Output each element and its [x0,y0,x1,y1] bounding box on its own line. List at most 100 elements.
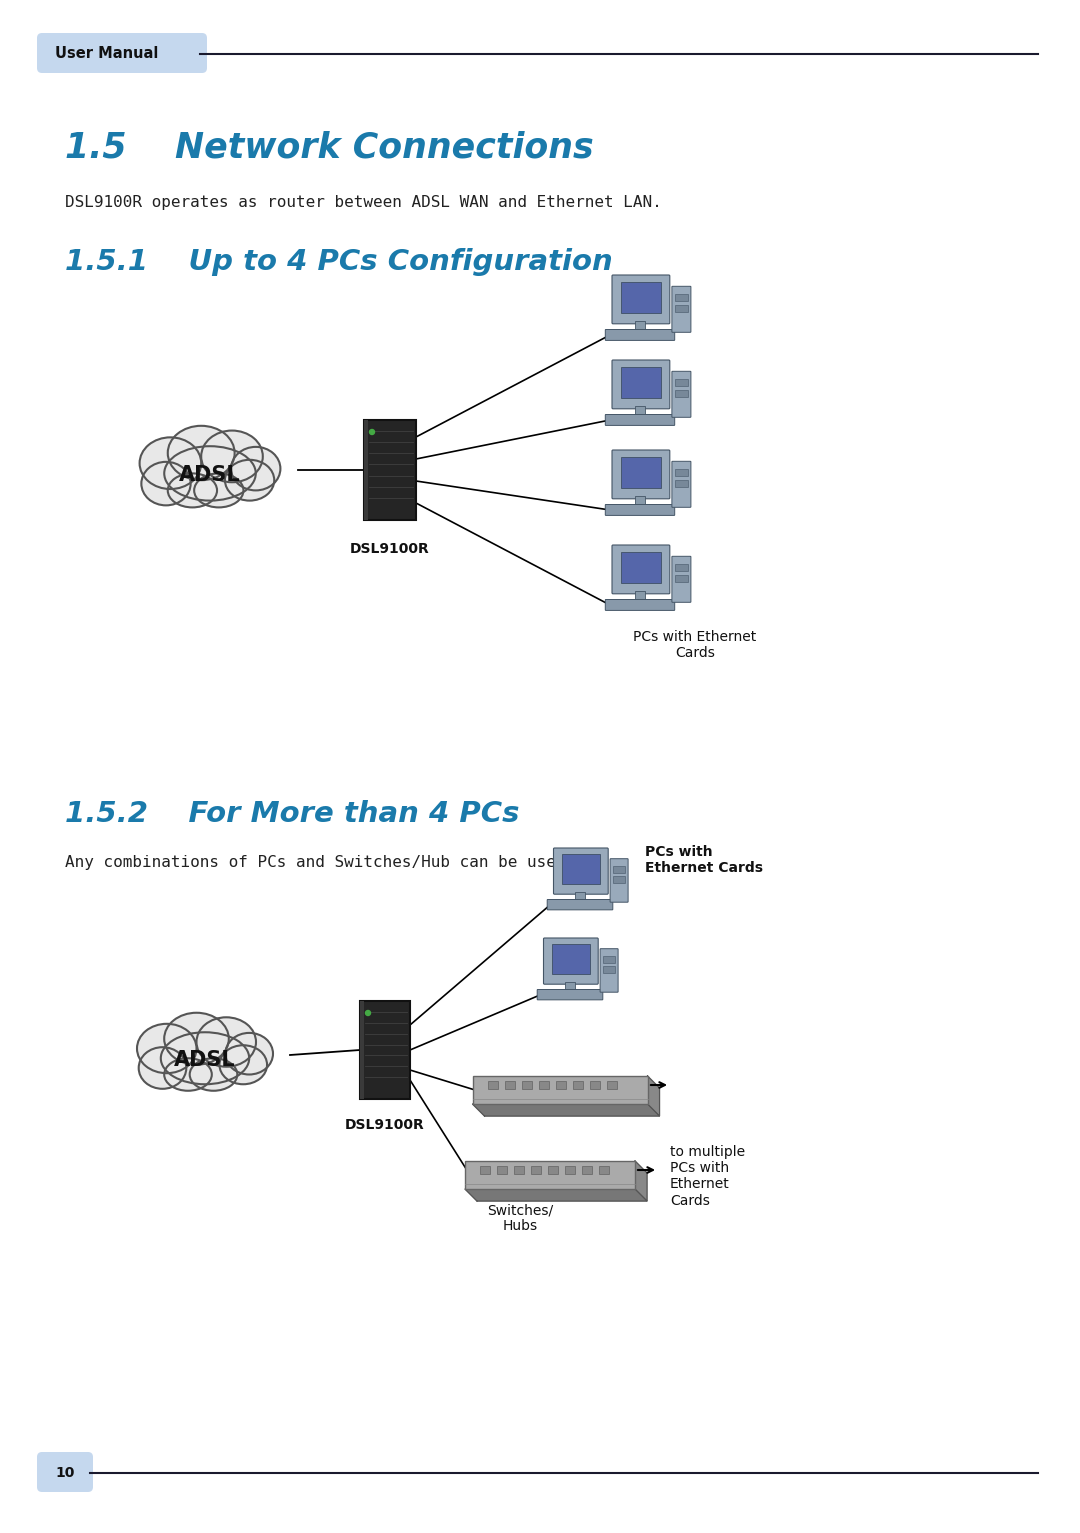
FancyBboxPatch shape [672,461,691,507]
FancyBboxPatch shape [565,981,576,990]
Polygon shape [465,1190,647,1200]
FancyBboxPatch shape [607,1081,617,1088]
Polygon shape [473,1104,660,1116]
FancyBboxPatch shape [360,1001,364,1099]
FancyBboxPatch shape [612,274,670,323]
FancyBboxPatch shape [672,556,691,602]
FancyBboxPatch shape [572,1081,582,1088]
Text: DSL9100R: DSL9100R [346,1118,424,1131]
FancyBboxPatch shape [599,1167,609,1174]
FancyBboxPatch shape [605,330,675,340]
FancyBboxPatch shape [621,282,661,313]
Text: DSL9100R operates as router between ADSL WAN and Ethernet LAN.: DSL9100R operates as router between ADSL… [65,195,662,210]
Ellipse shape [167,426,234,480]
FancyBboxPatch shape [539,1081,549,1088]
FancyBboxPatch shape [635,406,646,415]
FancyBboxPatch shape [621,552,661,584]
Text: 1.5.1    Up to 4 PCs Configuration: 1.5.1 Up to 4 PCs Configuration [65,248,612,276]
Text: ADSL: ADSL [174,1050,235,1070]
Text: to multiple
PCs with
Ethernet
Cards: to multiple PCs with Ethernet Cards [670,1145,745,1208]
FancyBboxPatch shape [610,858,629,903]
FancyBboxPatch shape [364,420,416,520]
Polygon shape [648,1076,660,1116]
FancyBboxPatch shape [465,1160,635,1190]
Text: PCs with Ethernet
Cards: PCs with Ethernet Cards [633,630,757,661]
Ellipse shape [164,1058,212,1091]
FancyBboxPatch shape [552,944,590,975]
Ellipse shape [190,1058,238,1091]
FancyBboxPatch shape [37,1452,93,1492]
Ellipse shape [219,1046,267,1084]
FancyBboxPatch shape [613,866,625,872]
FancyBboxPatch shape [364,420,368,520]
FancyBboxPatch shape [635,320,646,330]
FancyBboxPatch shape [582,1167,592,1174]
FancyBboxPatch shape [504,1081,514,1088]
FancyBboxPatch shape [548,1167,558,1174]
Ellipse shape [369,429,375,434]
FancyBboxPatch shape [672,371,691,417]
Ellipse shape [225,460,274,501]
Ellipse shape [167,474,217,507]
Ellipse shape [365,1010,370,1015]
Text: DSL9100R: DSL9100R [350,543,430,556]
FancyBboxPatch shape [675,480,688,487]
Text: 10: 10 [55,1466,75,1479]
FancyBboxPatch shape [675,575,688,583]
FancyBboxPatch shape [537,989,603,1000]
Text: 1.5    Network Connections: 1.5 Network Connections [65,130,594,164]
FancyBboxPatch shape [675,379,688,386]
Text: PCs with
Ethernet Cards: PCs with Ethernet Cards [645,845,762,875]
FancyBboxPatch shape [613,877,625,883]
FancyBboxPatch shape [497,1167,507,1174]
FancyBboxPatch shape [612,546,670,593]
FancyBboxPatch shape [554,848,608,894]
FancyBboxPatch shape [621,366,661,399]
FancyBboxPatch shape [543,938,598,984]
FancyBboxPatch shape [480,1167,490,1174]
FancyBboxPatch shape [360,1001,410,1099]
FancyBboxPatch shape [514,1167,524,1174]
Ellipse shape [138,1047,187,1088]
FancyBboxPatch shape [565,1167,575,1174]
Ellipse shape [194,474,243,507]
FancyBboxPatch shape [473,1076,648,1104]
Text: 1.5.2    For More than 4 PCs: 1.5.2 For More than 4 PCs [65,800,519,828]
FancyBboxPatch shape [600,949,618,992]
FancyBboxPatch shape [605,414,675,425]
Ellipse shape [139,437,201,489]
FancyBboxPatch shape [548,900,612,911]
FancyBboxPatch shape [635,497,646,504]
FancyBboxPatch shape [487,1081,498,1088]
FancyBboxPatch shape [612,360,670,409]
FancyBboxPatch shape [555,1081,566,1088]
FancyBboxPatch shape [621,457,661,489]
FancyBboxPatch shape [562,854,599,885]
FancyBboxPatch shape [603,957,615,963]
FancyBboxPatch shape [675,469,688,477]
FancyBboxPatch shape [675,389,688,397]
FancyBboxPatch shape [575,892,585,900]
FancyBboxPatch shape [605,504,675,515]
Ellipse shape [231,448,281,491]
Ellipse shape [197,1018,256,1067]
Ellipse shape [164,1013,229,1065]
Ellipse shape [161,1032,249,1084]
FancyBboxPatch shape [590,1081,599,1088]
FancyBboxPatch shape [675,305,688,313]
Text: User Manual: User Manual [55,46,159,61]
FancyBboxPatch shape [37,34,207,74]
FancyBboxPatch shape [605,599,675,610]
Text: ADSL: ADSL [179,464,241,484]
Polygon shape [635,1160,647,1200]
FancyBboxPatch shape [635,592,646,599]
Text: Switches/
Hubs: Switches/ Hubs [487,1203,553,1233]
FancyBboxPatch shape [522,1081,531,1088]
Ellipse shape [201,431,262,483]
Ellipse shape [137,1024,197,1073]
Ellipse shape [164,446,256,501]
FancyBboxPatch shape [612,451,670,498]
FancyBboxPatch shape [675,564,688,572]
Text: Any combinations of PCs and Switches/Hub can be used.: Any combinations of PCs and Switches/Hub… [65,855,576,871]
FancyBboxPatch shape [672,287,691,333]
